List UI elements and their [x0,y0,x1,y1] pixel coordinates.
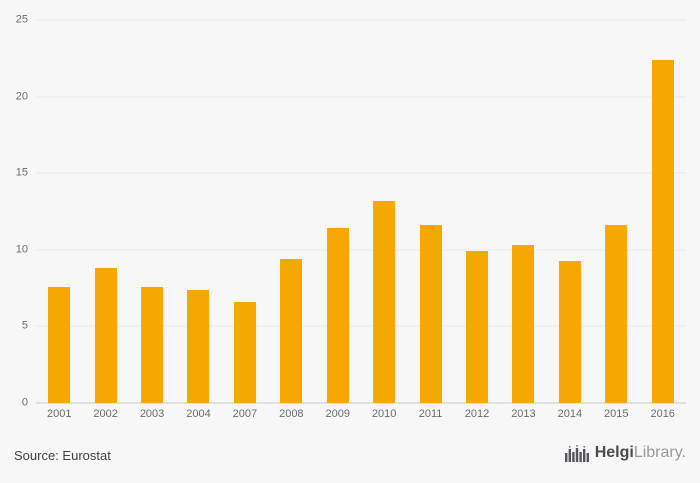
bar-2008[interactable] [280,259,303,403]
gridline [36,249,686,251]
x-tick-label: 2009 [325,408,350,420]
bar-slot [36,20,82,403]
bar-2004[interactable] [187,289,210,403]
gridline [36,19,686,21]
bar-2002[interactable] [94,268,117,403]
x-tick-label: 2014 [557,408,583,420]
bar-2003[interactable] [141,286,164,403]
bar-slot [454,20,500,403]
x-tick-label: 2001 [46,408,72,420]
gridline [36,172,686,174]
bar-2013[interactable] [512,245,535,403]
y-tick-label: 0 [21,396,28,409]
y-tick-label: 10 [15,243,28,256]
logo-wordmark: HelgiLibrary. [595,445,686,461]
bar-2007[interactable] [233,301,256,403]
bar-2011[interactable] [419,225,442,403]
x-tick-label: 2008 [279,408,304,420]
bar-2012[interactable] [466,251,488,403]
bar-slot [175,20,221,403]
bar-2009[interactable] [326,228,349,403]
bar-2016[interactable] [651,59,674,403]
x-tick-label: 2012 [464,408,490,420]
logo-brand-primary: Helgi [594,444,634,461]
x-tick-label: 2007 [232,408,258,420]
bar-slot [268,20,314,403]
helgi-library-logo[interactable]: HelgiLibrary. [564,444,686,462]
bar-2014[interactable] [558,260,581,403]
bar-slot [593,20,639,403]
gridline [36,96,686,98]
bar-slot [361,20,407,403]
x-tick-label: 2015 [604,408,629,420]
x-axis: 2001 2002 2003 2004 2007 2008 2009 2010 2011 2012… [36,408,686,420]
y-tick-label: 15 [15,166,28,179]
x-tick-label: 2003 [139,408,165,420]
y-tick-label: 20 [15,90,28,103]
x-tick-label: 2013 [511,408,536,420]
x-tick-label: 2004 [186,408,211,420]
plot-area: 0 5 10 15 20 25 [16,14,686,408]
source-label: Source: Eurostat [14,448,111,463]
bar-slot [547,20,593,403]
bar-slot [129,20,175,403]
bar-slot [639,20,685,403]
x-tick-label: 2016 [650,408,675,420]
x-tick-label: 2010 [371,408,397,420]
x-axis-line [36,402,686,404]
bar-slot [407,20,453,403]
y-tick-label: 5 [21,319,28,332]
helgi-bridge-logo-icon [564,444,589,462]
bar-slot [222,20,268,403]
bar-2001[interactable] [48,286,71,403]
x-tick-label: 2011 [418,408,443,420]
bar-slot [315,20,361,403]
gridline [36,325,686,327]
bar-slot [500,20,546,403]
bar-2015[interactable] [605,225,628,403]
x-tick-label: 2002 [93,408,118,420]
logo-brand-secondary: Library. [633,444,686,461]
y-tick-label: 25 [15,13,28,26]
bar-2010[interactable] [373,200,396,403]
bar-slot [82,20,128,403]
bar-series [36,20,686,403]
